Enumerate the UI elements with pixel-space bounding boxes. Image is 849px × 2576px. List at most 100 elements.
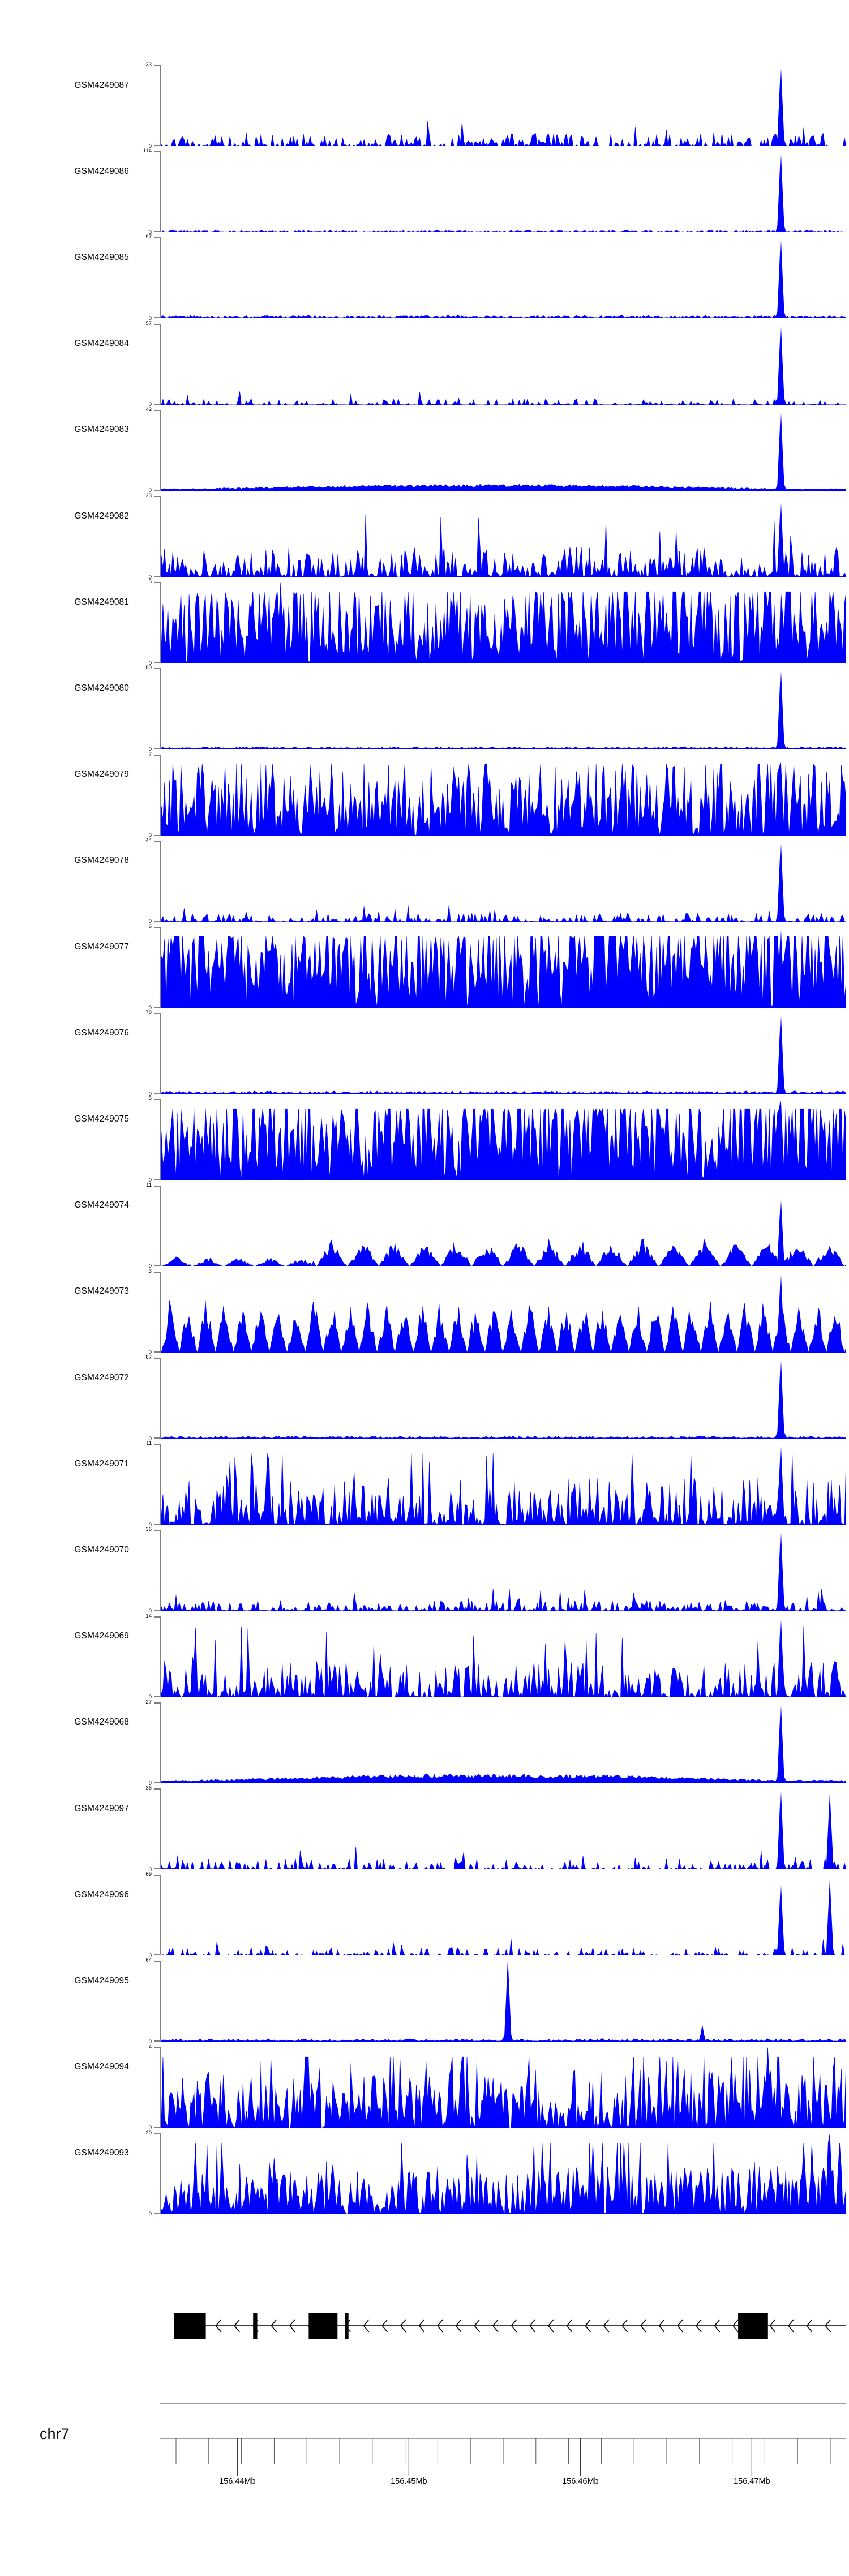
gene-model-svg[interactable] bbox=[160, 2307, 846, 2344]
coverage-plot-area bbox=[161, 410, 846, 491]
y-axis-zero-value: 0 bbox=[148, 918, 152, 925]
y-axis-zero-value: 0 bbox=[148, 574, 152, 580]
y-axis-spine bbox=[160, 151, 161, 233]
y-axis-zero-value: 0 bbox=[148, 1176, 152, 1183]
strand-arrow-icon bbox=[215, 2319, 222, 2333]
exon-box[interactable] bbox=[738, 2313, 768, 2339]
sample-label: GSM4249073 bbox=[74, 1286, 129, 1296]
y-axis-tick-max bbox=[154, 1444, 160, 1445]
coverage-plot-area bbox=[161, 1616, 846, 1697]
sample-label: GSM4249071 bbox=[74, 1458, 129, 1469]
y-axis-max-value: 42 bbox=[145, 406, 152, 413]
sample-label: GSM4249070 bbox=[74, 1544, 129, 1555]
strand-arrow-icon bbox=[529, 2319, 535, 2333]
y-axis-spine bbox=[160, 1702, 161, 1783]
coverage-plot-area bbox=[161, 582, 846, 664]
exon-box[interactable] bbox=[253, 2313, 258, 2339]
y-axis-zero-value: 0 bbox=[148, 315, 152, 322]
chromosome-label: chr7 bbox=[40, 2425, 70, 2442]
y-axis-max-value: 4 bbox=[148, 2043, 152, 2050]
y-axis-tick-max bbox=[154, 409, 160, 411]
sample-label: GSM4249078 bbox=[74, 855, 129, 866]
strand-arrow-icon bbox=[455, 2319, 462, 2333]
y-axis-tick-zero bbox=[154, 2126, 160, 2128]
y-axis-zero-value: 0 bbox=[148, 746, 152, 752]
y-axis-spine bbox=[160, 409, 161, 491]
y-axis-tick-zero bbox=[154, 1696, 160, 1697]
y-axis-max-value: 64 bbox=[145, 1957, 152, 1964]
coverage-plot-area bbox=[161, 755, 846, 836]
coverage-area bbox=[161, 927, 846, 1008]
y-axis-spine bbox=[160, 1185, 161, 1266]
strand-arrow-icon bbox=[714, 2319, 721, 2333]
y-axis-max-value: 114 bbox=[143, 148, 152, 155]
coverage-plot-area bbox=[161, 1099, 846, 1180]
exon-box[interactable] bbox=[174, 2313, 206, 2339]
y-axis-tick-zero bbox=[154, 662, 160, 664]
y-axis-max-value: 5 bbox=[148, 579, 152, 585]
coverage-plot-area bbox=[161, 496, 846, 577]
coverage-area bbox=[161, 1099, 846, 1180]
y-axis-max-value: 33 bbox=[145, 62, 152, 68]
y-axis-tick-max bbox=[154, 496, 160, 497]
strand-arrow-icon bbox=[825, 2319, 831, 2333]
sample-label: GSM4249087 bbox=[74, 80, 129, 90]
y-axis-tick-max bbox=[154, 2047, 160, 2048]
y-axis-tick-zero bbox=[154, 403, 160, 405]
y-axis-spine bbox=[160, 1358, 161, 1439]
sample-label: GSM4249084 bbox=[74, 339, 129, 349]
coverage-area bbox=[161, 151, 846, 233]
y-axis-zero-value: 0 bbox=[148, 487, 152, 494]
strand-arrow-icon bbox=[492, 2319, 499, 2333]
y-axis-tick-max bbox=[154, 1013, 160, 1015]
coverage-plot-area bbox=[161, 841, 846, 922]
strand-arrow-icon bbox=[234, 2319, 240, 2333]
y-axis-tick-zero bbox=[154, 1524, 160, 1525]
y-axis-tick-max bbox=[154, 1961, 160, 1962]
sample-label: GSM4249093 bbox=[74, 2148, 129, 2158]
y-axis-tick-zero bbox=[154, 145, 160, 146]
y-axis-tick-zero bbox=[154, 1782, 160, 1783]
exon-box[interactable] bbox=[345, 2313, 349, 2339]
sample-label: GSM4249069 bbox=[74, 1631, 129, 1641]
coverage-plot-area bbox=[161, 1875, 846, 1956]
gene-model-track[interactable] bbox=[0, 2307, 849, 2344]
y-axis-tick-max bbox=[154, 754, 160, 756]
y-axis-tick-zero bbox=[154, 2040, 160, 2042]
y-axis-max-value: 36 bbox=[145, 1785, 152, 1791]
sample-label: GSM4249097 bbox=[74, 1803, 129, 1813]
exon-box[interactable] bbox=[308, 2313, 338, 2339]
y-axis-tick-zero bbox=[154, 231, 160, 233]
ruler-svg[interactable] bbox=[160, 2403, 846, 2477]
y-axis-tick-max bbox=[154, 1875, 160, 1876]
y-axis-zero-value: 0 bbox=[148, 1780, 152, 1787]
ruler-tick-label: 156.47Mb bbox=[734, 2477, 770, 2486]
y-axis-tick-max bbox=[154, 1358, 160, 1359]
coverage-plot-area bbox=[161, 151, 846, 233]
coverage-area bbox=[161, 1272, 846, 1353]
coverage-area bbox=[161, 1444, 846, 1525]
y-axis-tick-zero bbox=[154, 1610, 160, 1611]
y-axis-max-value: 3 bbox=[148, 1268, 152, 1274]
chromosome-ruler[interactable]: chr7 156.44Mb 156.45Mb 156.46Mb 156.47Mb bbox=[0, 2403, 849, 2528]
y-axis-tick-zero bbox=[154, 1265, 160, 1266]
coverage-area bbox=[161, 238, 846, 319]
strand-arrow-icon bbox=[788, 2319, 794, 2333]
y-axis-zero-value: 0 bbox=[148, 229, 152, 236]
coverage-area bbox=[161, 500, 846, 577]
y-axis-zero-value: 0 bbox=[148, 2125, 152, 2132]
strand-arrow-icon bbox=[695, 2319, 702, 2333]
y-axis-spine bbox=[160, 754, 161, 836]
y-axis-spine bbox=[160, 1271, 161, 1353]
strand-arrow-icon bbox=[474, 2319, 481, 2333]
y-axis-tick-zero bbox=[154, 1868, 160, 1869]
strand-arrow-icon bbox=[677, 2319, 683, 2333]
y-axis-spine bbox=[160, 65, 161, 146]
strand-arrow-icon bbox=[769, 2319, 776, 2333]
strand-arrow-icon bbox=[585, 2319, 591, 2333]
y-axis-spine bbox=[160, 668, 161, 750]
y-axis-spine bbox=[160, 323, 161, 405]
y-axis-spine bbox=[160, 840, 161, 922]
y-axis-tick-zero bbox=[154, 1351, 160, 1353]
y-axis-max-value: 23 bbox=[145, 493, 152, 499]
